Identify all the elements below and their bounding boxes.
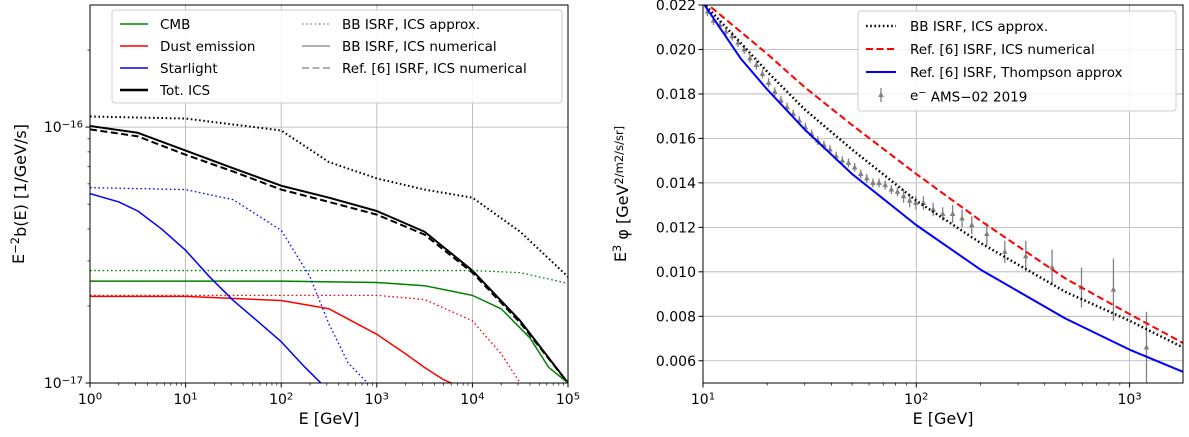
data-point [827, 146, 833, 152]
legend-label-7: Ref. [6] ISRF, ICS numerical [342, 61, 527, 77]
x-tick-label: 104 [460, 391, 484, 408]
data-point [839, 157, 846, 163]
data-point [1002, 248, 1008, 254]
legend-label-3: Ref. [6] ISRF, Thompson approx [910, 65, 1123, 81]
data-point [765, 79, 772, 85]
y-tick-label: 0.018 [656, 87, 696, 103]
data-point [920, 199, 927, 205]
data-point [900, 193, 907, 199]
data-point [747, 55, 753, 61]
data-point [870, 179, 876, 185]
data-point [876, 179, 882, 185]
x-tick-label: 102 [269, 391, 293, 408]
series-line-9 [90, 192, 322, 383]
data-point [939, 210, 946, 217]
legend-label-6: BB ISRF, ICS numerical [342, 39, 497, 55]
panel-1: 100 101 102 103 104 105 10−17 10−16 E [GeV] E−2b(… [8, 4, 580, 428]
legend-label-2: Dust emission [160, 39, 255, 55]
data-point [863, 175, 870, 181]
data-point [851, 164, 858, 170]
data-point [729, 32, 735, 39]
x-axis-label: E [GeV] [299, 409, 360, 428]
data-point [741, 46, 747, 52]
y-axis-label: E3 φ [GeV2/m2/s/sr] [610, 126, 632, 262]
y-tick-label: 0.012 [656, 220, 696, 236]
series-line-4 [90, 269, 568, 285]
x-tick-label: 100 [78, 391, 102, 408]
x-tick-label: 103 [1117, 391, 1141, 408]
data-point [930, 206, 936, 212]
data-point [1049, 264, 1055, 270]
data-point [913, 199, 919, 205]
y-tick-label: 0.014 [656, 176, 696, 192]
legend-label-1: BB ISRF, ICS approx. [910, 19, 1048, 35]
data-point [1022, 253, 1029, 259]
y-tick-label: 0.008 [656, 309, 696, 325]
plot-area [90, 115, 568, 383]
legend-box [111, 9, 563, 104]
panel-2: 101 102 103 0.006 0.008 0.010 0.012 0.014 0.016 0… [610, 0, 1184, 428]
series-line-2 [90, 125, 568, 383]
data-point [949, 210, 956, 217]
data-point [959, 215, 965, 221]
series-line-1 [90, 115, 568, 278]
axes-frame [89, 4, 569, 384]
x-tick-label: 105 [556, 391, 580, 408]
data-point [1143, 344, 1150, 350]
data-point [759, 70, 766, 76]
axes-frame [702, 4, 1184, 384]
legend-label-4: Tot. ICS [159, 83, 210, 99]
series-line-2 [706, 5, 1183, 344]
y-tick-label: 0.006 [656, 354, 696, 370]
data-point [894, 188, 901, 194]
series-line-6 [90, 294, 521, 383]
data-point [723, 28, 729, 34]
series-line-5 [90, 280, 568, 383]
legend: CMB Dust emission Starlight Tot. ICS BB ISRF… [111, 9, 563, 104]
y-tick-label: 0.022 [656, 0, 696, 14]
legend-label-1: CMB [160, 17, 190, 33]
data-point [968, 221, 975, 228]
data-point [882, 181, 889, 188]
legend-marker [878, 91, 884, 97]
legend-label-2: Ref. [6] ISRF, ICS numerical [910, 42, 1095, 58]
legend-label-4: e− AMS−02 2019 [910, 88, 1027, 106]
legend-label-3: Starlight [160, 61, 218, 77]
data-point [983, 230, 990, 237]
x-axis-label: E [GeV] [913, 409, 974, 428]
data-point [857, 170, 864, 176]
data-point [845, 159, 852, 165]
y-tick-label: 0.016 [656, 131, 696, 147]
series-line-3 [90, 128, 568, 383]
y-tick-label: 10−16 [44, 120, 83, 137]
x-tick-label: 102 [904, 391, 928, 408]
y-tick-label: 0.020 [656, 42, 696, 58]
data-point [906, 197, 913, 203]
x-tick-label: 103 [365, 391, 389, 408]
data-point [771, 88, 778, 94]
x-tick-label: 101 [173, 391, 197, 408]
plot-area [703, 5, 1183, 383]
y-tick-label: 0.010 [656, 265, 696, 281]
x-tick-label: 101 [691, 391, 715, 408]
legend-box [857, 10, 1177, 112]
y-tick-label: 10−17 [44, 375, 83, 392]
legend: BB ISRF, ICS approx. Ref. [6] ISRF, ICS n… [857, 10, 1177, 112]
series-line-8 [90, 186, 369, 383]
legend-label-5: BB ISRF, ICS approx. [342, 17, 480, 33]
data-point [1110, 286, 1117, 292]
series-line-3 [703, 5, 1183, 373]
data-point [735, 39, 741, 45]
data-point [753, 61, 760, 68]
series-line-7 [90, 295, 452, 383]
y-axis-label: E−2b(E) [1/GeV/s] [8, 124, 30, 264]
data-point [888, 186, 895, 192]
